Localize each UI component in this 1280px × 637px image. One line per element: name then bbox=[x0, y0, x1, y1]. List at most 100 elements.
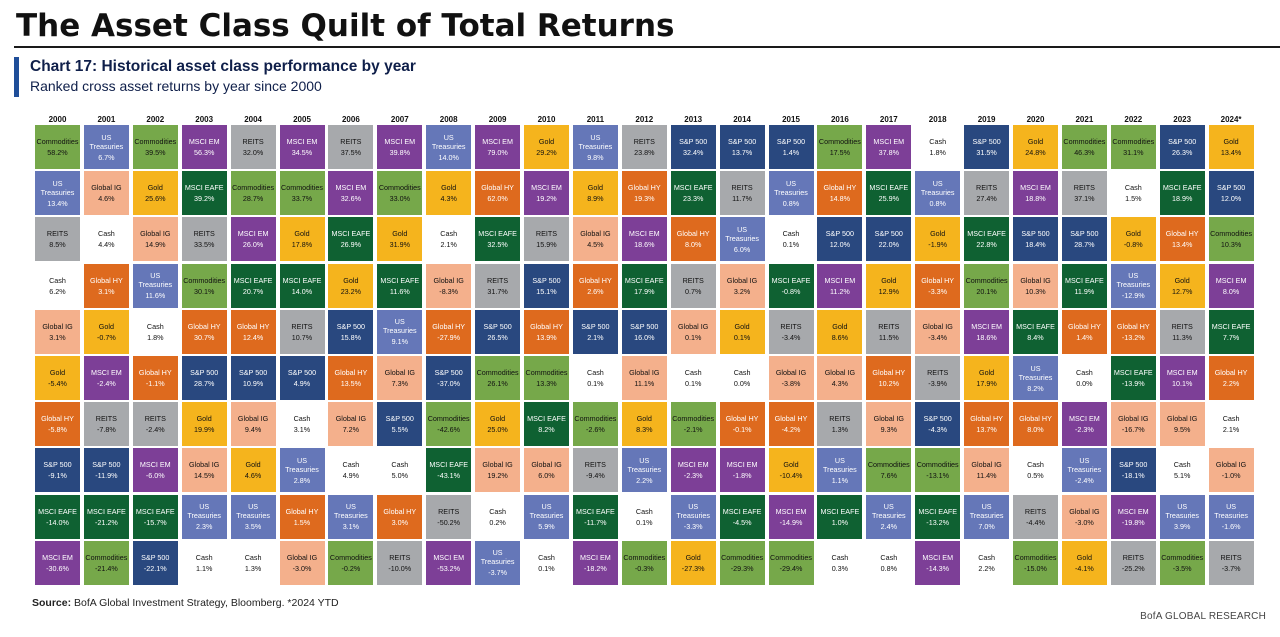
quilt-cell: MSCI EM -14.9% bbox=[768, 494, 814, 539]
quilt-cell: MSCI EAFE -11.7% bbox=[572, 494, 618, 539]
asset-class-label: Gold bbox=[1223, 137, 1239, 146]
asset-class-label: US Treasuries bbox=[1116, 271, 1151, 290]
quilt-cell: Gold 4.6% bbox=[230, 448, 276, 493]
quilt-cell: S&P 500 15.1% bbox=[524, 263, 569, 308]
quilt-cell: Gold -4.1% bbox=[1061, 540, 1107, 585]
quilt-cell: US Treasuries 11.6% bbox=[132, 263, 178, 308]
return-value: -3.5% bbox=[1172, 563, 1192, 573]
return-value: 33.0% bbox=[389, 194, 410, 204]
asset-class-label: Global HY bbox=[187, 321, 221, 331]
return-value: -10.4% bbox=[779, 471, 803, 481]
asset-class-label: Commodities bbox=[329, 552, 372, 562]
asset-class-label: MSCI EAFE bbox=[478, 229, 517, 239]
quilt-cell: Global IG 6.0% bbox=[524, 448, 569, 493]
return-value: 19.2% bbox=[536, 194, 557, 204]
asset-class-label: US Treasuries bbox=[236, 502, 270, 521]
return-value: -14.9% bbox=[779, 517, 803, 527]
quilt-cell: S&P 500 22.0% bbox=[866, 217, 912, 262]
quilt-cell: Cash 2.1% bbox=[426, 217, 472, 262]
quilt-cell: MSCI EAFE 7.7% bbox=[1208, 309, 1254, 354]
quilt-cell: MSCI EM 10.1% bbox=[1159, 356, 1205, 400]
asset-class-label: MSCI EAFE bbox=[429, 460, 469, 470]
return-value: 8.3% bbox=[636, 425, 653, 435]
asset-class-label: Commodities bbox=[1161, 552, 1204, 562]
asset-class-label: Global IG bbox=[91, 183, 122, 193]
return-value: -3.9% bbox=[928, 379, 948, 388]
return-value: 15.9% bbox=[536, 240, 557, 250]
return-value: 3.1% bbox=[342, 522, 360, 532]
asset-class-label: MSCI EAFE bbox=[918, 506, 958, 516]
return-value: -3.0% bbox=[292, 563, 312, 573]
return-value: -0.8% bbox=[1123, 240, 1143, 250]
return-value: 9.1% bbox=[391, 337, 408, 347]
asset-class-label: Gold bbox=[49, 368, 66, 377]
return-value: 33.7% bbox=[291, 194, 313, 204]
quilt-cell: Cash 4.4% bbox=[83, 217, 129, 262]
quilt-cell: REITS 27.4% bbox=[964, 171, 1010, 216]
quilt-cell: MSCI EM 26.0% bbox=[230, 217, 276, 262]
return-value: -0.2% bbox=[341, 563, 361, 573]
quilt-cell: MSCI EM 18.6% bbox=[964, 309, 1010, 354]
return-value: -2.6% bbox=[586, 425, 605, 435]
asset-class-label: Gold bbox=[685, 552, 701, 562]
asset-class-label: US Treasuries bbox=[774, 178, 808, 197]
asset-class-label: REITS bbox=[535, 229, 558, 239]
year-label: 2008 bbox=[439, 115, 458, 124]
asset-class-label: Gold bbox=[1076, 552, 1092, 562]
return-value: 13.7% bbox=[731, 148, 753, 157]
return-value: 11.7% bbox=[732, 194, 753, 204]
return-value: 2.2% bbox=[636, 475, 653, 485]
asset-class-label: MSCI EM bbox=[726, 460, 758, 470]
asset-class-label: REITS bbox=[878, 321, 900, 331]
return-value: 0.5% bbox=[1027, 471, 1044, 481]
quilt-cell: REITS -2.4% bbox=[132, 402, 178, 447]
quilt-cell: Commodities -0.2% bbox=[328, 540, 374, 585]
chart-accent-bar bbox=[14, 57, 19, 97]
quilt-cell: Global IG 4.6% bbox=[83, 171, 129, 216]
return-value: 13.3% bbox=[536, 379, 557, 388]
asset-class-label: REITS bbox=[144, 414, 166, 424]
asset-class-label: Gold bbox=[734, 321, 750, 331]
quilt-cell: US Treasuries 3.9% bbox=[1159, 494, 1205, 539]
quilt-cell: Global HY -0.1% bbox=[719, 402, 765, 447]
quilt-cell: REITS 33.5% bbox=[181, 217, 227, 262]
return-value: 4.6% bbox=[98, 194, 115, 204]
asset-class-label: US Treasuries bbox=[1067, 455, 1102, 474]
return-value: 37.8% bbox=[878, 148, 899, 157]
quilt-cell: Commodities 13.3% bbox=[524, 356, 569, 400]
return-value: 19.9% bbox=[193, 425, 215, 435]
quilt-cell: S&P 500 12.0% bbox=[817, 217, 863, 262]
quilt-cell: S&P 500 16.0% bbox=[621, 309, 667, 354]
quilt-cell: MSCI EM 79.0% bbox=[475, 125, 521, 169]
return-value: 1.5% bbox=[293, 517, 311, 527]
quilt-cell: MSCI EAFE 18.9% bbox=[1159, 171, 1205, 216]
asset-class-label: US Treasuries bbox=[676, 502, 711, 521]
asset-class-label: MSCI EAFE bbox=[722, 506, 762, 516]
return-value: 28.7% bbox=[193, 379, 215, 388]
return-value: -5.8% bbox=[48, 425, 67, 435]
asset-class-label: S&P 500 bbox=[532, 275, 561, 285]
quilt-cell: Global IG 14.5% bbox=[181, 448, 227, 493]
year-label: 2000 bbox=[48, 115, 67, 124]
asset-class-label: Gold bbox=[1174, 275, 1190, 285]
return-value: -2.3% bbox=[1075, 425, 1094, 435]
quilt-cell: Global HY 3.0% bbox=[377, 494, 423, 539]
asset-class-label: REITS bbox=[682, 275, 704, 285]
return-value: 12.9% bbox=[878, 286, 899, 296]
asset-class-label: US Treasuries bbox=[1214, 502, 1248, 521]
quilt-cell: Gold -10.4% bbox=[768, 448, 814, 493]
quilt-cell: Cash 5.0% bbox=[377, 448, 423, 493]
asset-class-label: REITS bbox=[438, 506, 460, 516]
return-value: -4.5% bbox=[732, 517, 752, 527]
quilt-cell: MSCI EAFE 8.2% bbox=[524, 402, 569, 447]
return-value: -2.3% bbox=[683, 471, 703, 481]
asset-class-label: Global HY bbox=[579, 275, 612, 285]
asset-class-label: Commodities bbox=[232, 183, 275, 193]
return-value: 12.4% bbox=[242, 332, 264, 342]
asset-class-label: Global IG bbox=[189, 460, 220, 470]
quilt-cell: MSCI EAFE 11.9% bbox=[1061, 263, 1107, 308]
asset-class-label: Commodities bbox=[1063, 137, 1106, 146]
asset-class-label: Cash bbox=[244, 552, 262, 562]
return-value: 9.8% bbox=[587, 152, 604, 162]
quilt-cell: Commodities 26.1% bbox=[475, 356, 521, 400]
